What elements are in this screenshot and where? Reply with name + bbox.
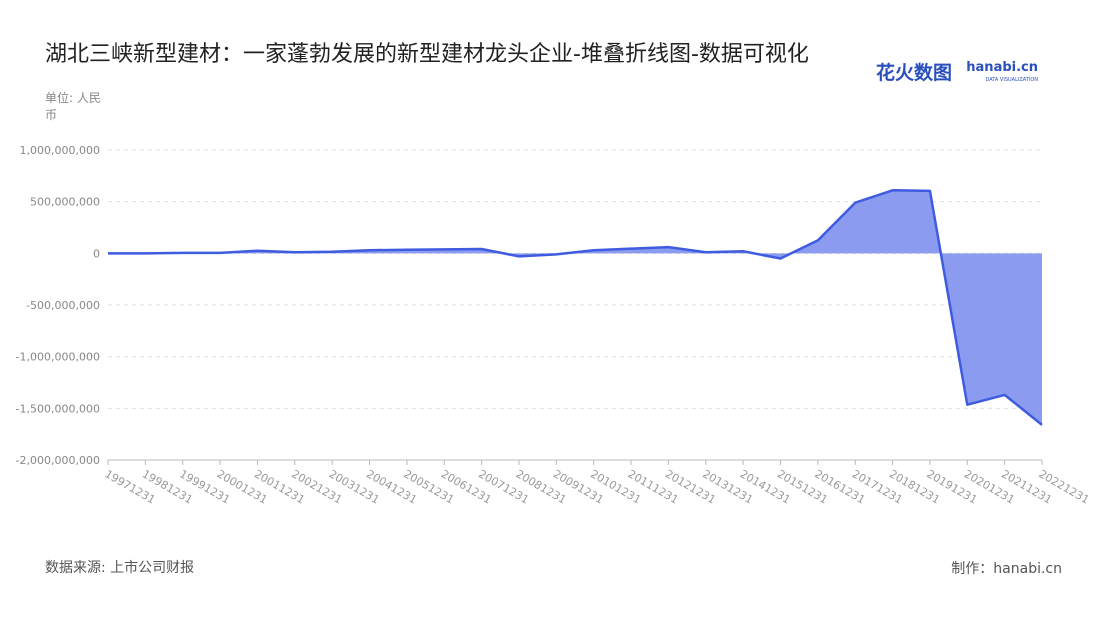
- unit-label: 单位: 人民币: [45, 91, 101, 122]
- y-tick-label: -500,000,000: [26, 299, 100, 312]
- brand-tagline: DATA VISUALIZATION: [985, 77, 1038, 83]
- y-tick-label: -1,500,000,000: [16, 402, 100, 415]
- y-tick-label: -2,000,000,000: [16, 454, 100, 467]
- line: [108, 189, 1043, 426]
- source-note: 数据来源: 上市公司财报: [45, 560, 195, 576]
- brand-logo: 花火数图: [875, 62, 952, 84]
- brand-site: hanabi.cn: [966, 60, 1038, 75]
- y-tick-label: 1,000,000,000: [20, 144, 100, 157]
- chart-title: 湖北三峡新型建材：一家蓬勃发展的新型建材龙头企业-堆叠折线图-数据可视化: [45, 42, 809, 67]
- y-tick-label: -1,000,000,000: [16, 351, 100, 364]
- area: [108, 190, 1042, 425]
- y-tick-label: 500,000,000: [30, 196, 100, 209]
- y-tick-label: 0: [93, 247, 100, 260]
- credit: 制作：hanabi.cn: [951, 561, 1062, 577]
